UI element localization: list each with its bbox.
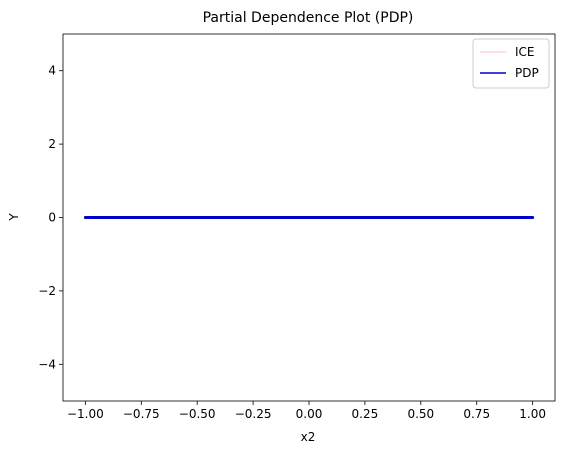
- plot-frame: [62, 33, 556, 402]
- chart-title: Partial Dependence Plot (PDP): [203, 10, 414, 26]
- y-tick-label: −4: [38, 357, 56, 371]
- x-axis-label: x2: [301, 430, 316, 444]
- x-tick-label: 0.75: [463, 407, 490, 421]
- x-tick-label: 0.50: [407, 407, 434, 421]
- x-tick-label: −0.25: [235, 407, 272, 421]
- x-tick-label: 1.00: [519, 407, 546, 421]
- y-tick-label: 0: [48, 211, 56, 225]
- y-axis-label: Y: [7, 213, 21, 222]
- legend-label-pdp: PDP: [515, 66, 539, 80]
- legend: ICE PDP: [472, 38, 550, 89]
- legend-box: [472, 38, 550, 89]
- x-tick-label: −0.50: [179, 407, 216, 421]
- x-tick-label: 0.25: [352, 407, 379, 421]
- y-tick-label: 2: [48, 137, 56, 151]
- x-tick-label: −1.00: [67, 407, 104, 421]
- y-tick-label: −2: [38, 284, 56, 298]
- y-tick-label: 4: [48, 64, 56, 78]
- series-layer: [83, 216, 535, 219]
- x-tick-label: −0.75: [123, 407, 160, 421]
- axes: −1.00 −0.75 −0.50 −0.25 0.00 0.25 0.50 0.75 1.00…: [38, 33, 556, 421]
- legend-label-ice: ICE: [515, 45, 535, 59]
- x-tick-label: 0.00: [296, 407, 323, 421]
